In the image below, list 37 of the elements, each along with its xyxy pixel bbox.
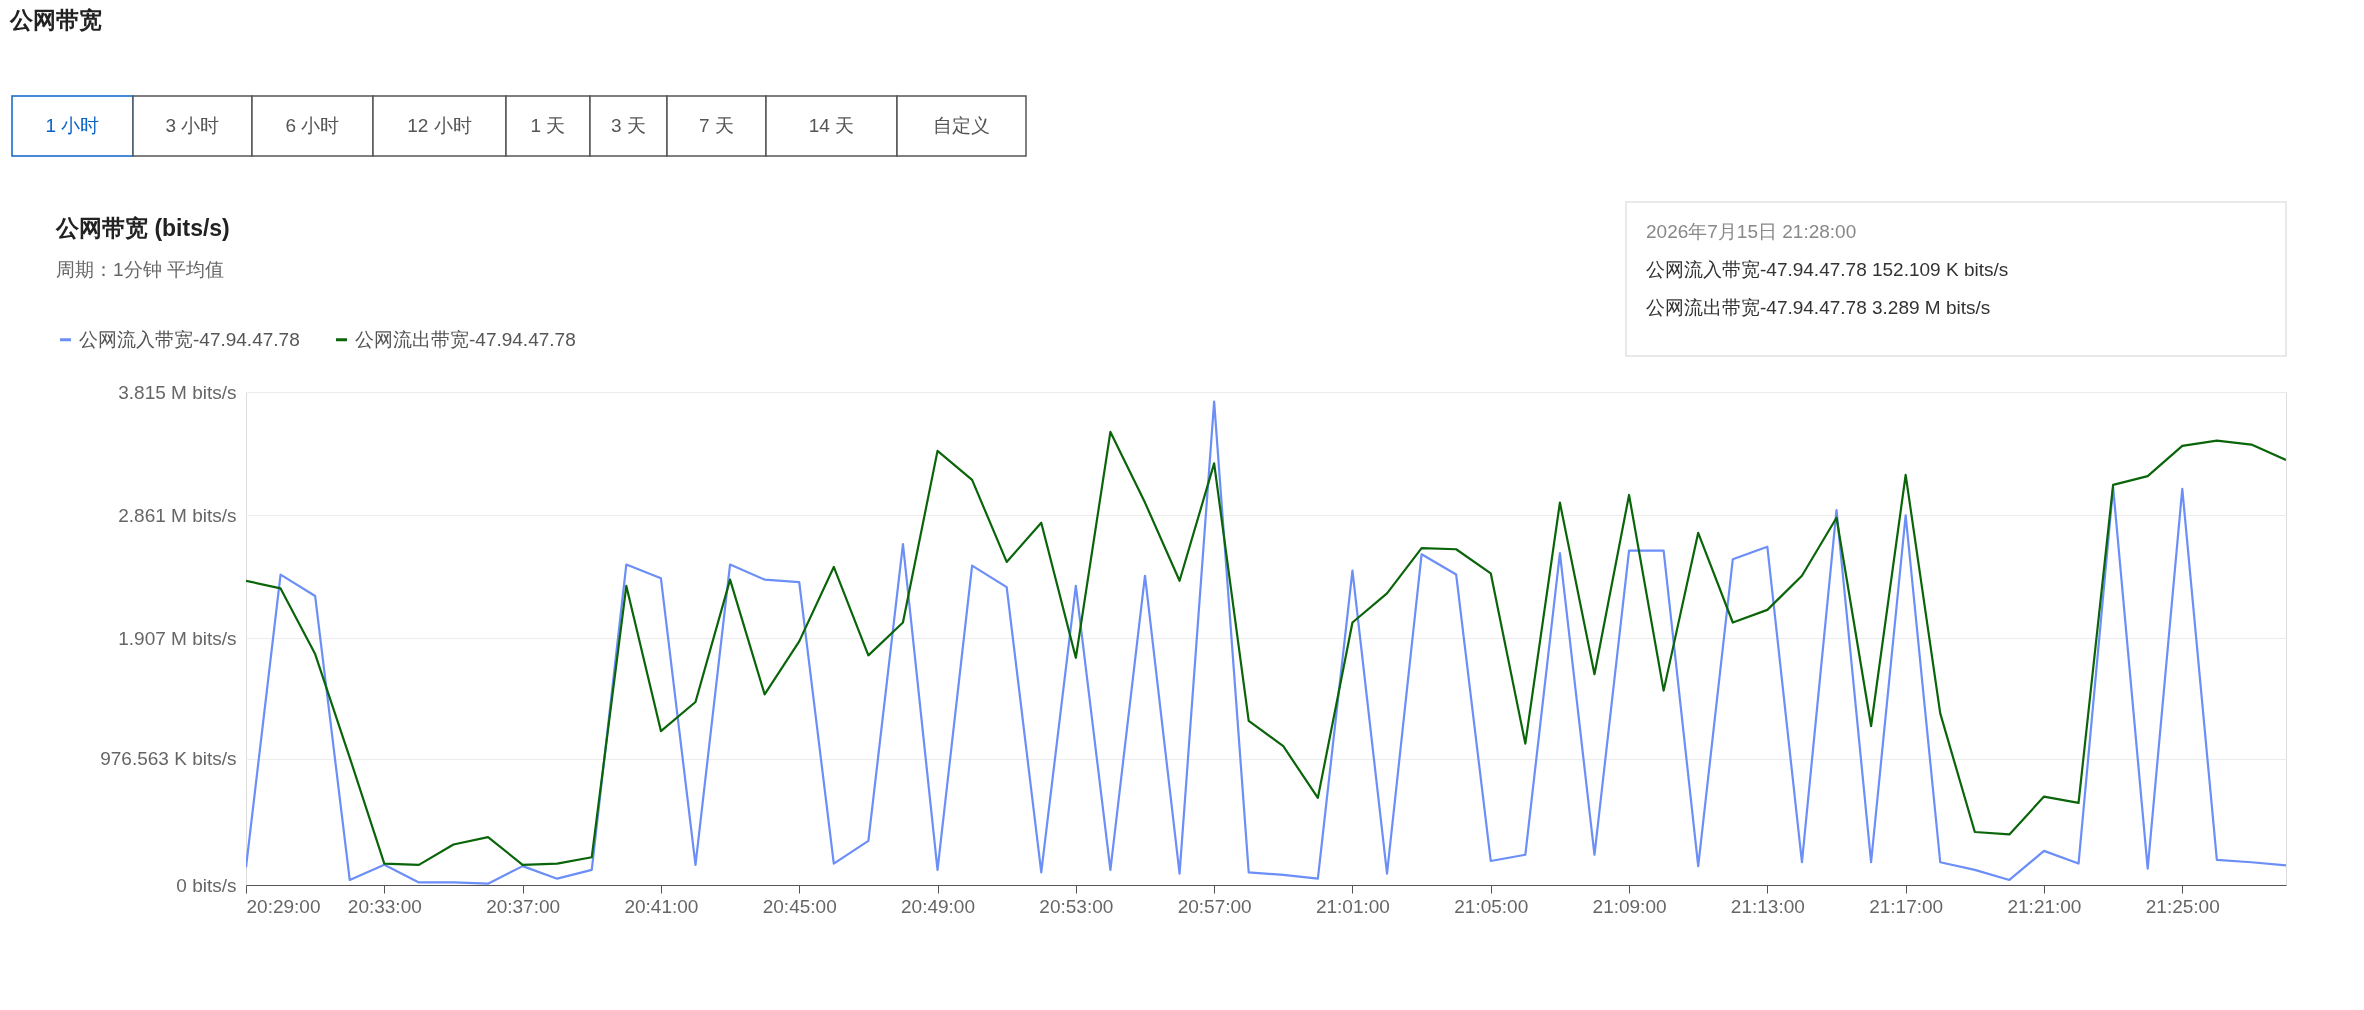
text: 公网流出带宽-47.94.47.78 3.289 M bits/s — [1646, 297, 1991, 318]
x-tick-label: 20:41:00 — [624, 895, 699, 917]
x-tick-label: 21:09:00 — [1592, 895, 1667, 917]
text: 12 小时 — [407, 115, 472, 136]
text: 1 小时 — [45, 115, 100, 136]
x-tick-label: 21:21:00 — [2007, 895, 2082, 917]
text: 公网流入带宽-47.94.47.78 152.109 K bits/s — [1646, 259, 2009, 280]
text: 公网带宽 — [9, 7, 102, 33]
x-tick-label: 20:57:00 — [1177, 895, 1252, 917]
x-tick-label: 21:25:00 — [2145, 895, 2220, 917]
x-tick-label: 21:17:00 — [1869, 895, 1944, 917]
y-tick-label: 3.815 M bits/s — [118, 381, 237, 403]
text: 3 天 — [611, 115, 646, 136]
x-tick-label: 20:45:00 — [762, 895, 837, 917]
text: 6 小时 — [285, 115, 340, 136]
legend-label: 公网流出带宽-47.94.47.78 — [355, 328, 576, 350]
x-tick-label: 20:49:00 — [901, 895, 976, 917]
y-tick-label: 2.861 M bits/s — [118, 504, 237, 526]
y-tick-label: 1.907 M bits/s — [118, 628, 237, 649]
chart-title: 公网带宽 (bits/s) — [55, 215, 230, 241]
x-tick-label: 21:05:00 — [1454, 895, 1529, 917]
x-tick-label: 20:53:00 — [1039, 895, 1114, 917]
text: 自定义 — [933, 115, 990, 136]
x-tick-label: 20:37:00 — [486, 895, 561, 917]
chart-subtitle: 周期：1分钟 平均值 — [56, 259, 224, 280]
x-tick-label: 21:01:00 — [1315, 895, 1390, 917]
legend-label: 公网流入带宽-47.94.47.78 — [79, 328, 300, 350]
x-tick-label: 21:13:00 — [1730, 895, 1805, 917]
text: 2026年7月15日 21:28:00 — [1646, 221, 1857, 242]
text: 7 天 — [699, 115, 734, 136]
text: 1 天 — [530, 115, 566, 136]
x-tick-label: 20:29:00 — [246, 895, 321, 917]
y-tick-label: 0 bits/s — [176, 874, 237, 896]
x-tick-label: 20:33:00 — [347, 895, 422, 917]
text: 3 小时 — [165, 115, 220, 136]
text: 14 天 — [808, 115, 855, 136]
y-tick-label: 976.563 K bits/s — [100, 748, 237, 770]
